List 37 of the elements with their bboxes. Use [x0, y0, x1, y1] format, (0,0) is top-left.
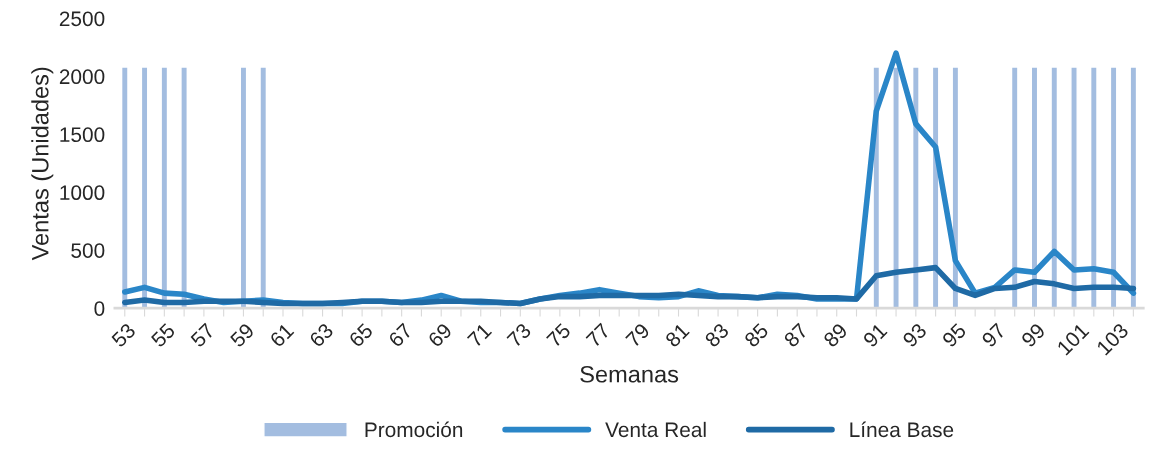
- x-tick-label: 103: [1095, 322, 1130, 356]
- x-tick-label: 85: [743, 322, 770, 348]
- x-tick-label: 67: [387, 322, 414, 348]
- x-tick-label: 101: [1056, 322, 1090, 356]
- x-tick-label: 95: [941, 322, 967, 348]
- x-tick-label: 75: [546, 322, 572, 348]
- x-tick-label: 69: [427, 322, 453, 348]
- x-axis-title: Semanas: [580, 365, 679, 383]
- x-tick-label: 87: [783, 322, 809, 348]
- x-tick-label: 81: [664, 322, 690, 348]
- x-tick-label: 83: [704, 322, 730, 348]
- x-tick-label: 63: [308, 322, 335, 348]
- y-tick-label: 2500: [59, 11, 105, 27]
- x-tick-label: 55: [150, 322, 176, 349]
- x-tick-label: 61: [269, 322, 295, 348]
- x-tick-label: 53: [110, 322, 137, 349]
- y-tick-label: 2000: [59, 69, 105, 85]
- x-tick-label: 65: [348, 322, 374, 348]
- x-tick-label: 99: [1020, 322, 1046, 348]
- y-tick-label: 1000: [60, 185, 105, 201]
- x-tick-label: 91: [862, 322, 888, 348]
- x-tick-label: 89: [822, 322, 849, 348]
- legend-label: Línea Base: [850, 421, 954, 438]
- x-tick-label: 57: [189, 322, 216, 349]
- x-tick-label: 97: [980, 322, 1007, 348]
- x-tick-label: 73: [506, 322, 532, 348]
- x-tick-label: 79: [625, 322, 651, 348]
- legend-label: Promoción: [365, 421, 463, 438]
- legend-label: Venta Real: [605, 421, 706, 438]
- x-tick-label: 77: [585, 322, 611, 348]
- y-tick-label: 500: [71, 243, 105, 258]
- y-tick-label: 0: [94, 301, 105, 316]
- y-axis-title: Ventas (Unidades): [31, 67, 54, 261]
- x-tick-label: 59: [229, 322, 255, 349]
- x-tick-label: 93: [901, 322, 928, 348]
- x-tick-label: 71: [466, 322, 493, 348]
- y-tick-label: 1500: [60, 127, 105, 143]
